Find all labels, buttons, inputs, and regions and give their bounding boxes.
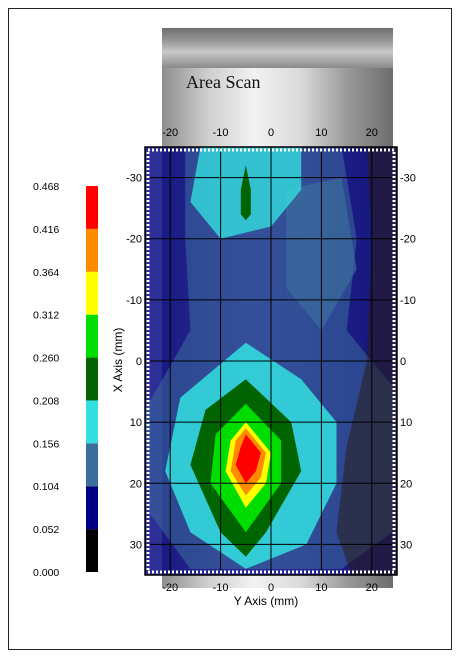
y-tick-label-left: 30 [130,539,142,551]
colorbar-label: 0.364 [33,267,59,279]
x-tick-label-bottom: -20 [162,582,178,594]
contour-band-10 [240,165,251,221]
colorbar-swatch [86,271,98,315]
y-tick-label-right: -30 [400,173,416,185]
colorbar-swatch [86,228,98,272]
y-tick-label-right: 10 [400,417,412,429]
x-tick-label-top: 20 [366,127,378,139]
colorbar-swatch [86,357,98,401]
x-tick-label-bottom: -10 [213,582,229,594]
colorbar-label: 0.208 [33,395,59,407]
y-tick-label-right: -20 [400,234,416,246]
y-tick-label-right: 30 [400,539,412,551]
colorbar-label: 0.104 [33,481,59,493]
colorbar-label: 0.156 [33,438,59,450]
colorbar-swatch [86,314,98,358]
y-tick-label-right: 20 [400,478,412,490]
y-tick-label-left: 10 [130,417,142,429]
y-axis-label: X Axis (mm) [111,328,125,393]
contour-band-9 [235,434,261,484]
colorbar-swatch [86,443,98,487]
colorbar-label: 0.000 [33,567,59,579]
x-tick-label-top: -10 [213,127,229,139]
y-tick-label-left: -30 [126,173,142,185]
x-tick-label-bottom: 20 [366,582,378,594]
colorbar-label: 0.468 [33,181,59,193]
y-tick-label-left: 20 [130,478,142,490]
x-tick-label-top: 10 [315,127,327,139]
x-tick-label-bottom: 0 [268,582,274,594]
y-tick-label-right: 0 [400,356,406,368]
colorbar-swatch [86,400,98,444]
colorbar-label: 0.416 [33,224,59,236]
plot-border [144,146,398,576]
x-tick-label-top: -20 [162,127,178,139]
colorbar-label: 0.260 [33,353,59,365]
colorbar-label: 0.052 [33,524,59,536]
colorbar-swatch [86,529,98,572]
chart-title: Area Scan [186,72,261,92]
x-tick-label-top: 0 [268,127,274,139]
phone-photo-top [162,28,393,68]
y-tick-label-left: -10 [126,295,142,307]
y-tick-label-left: -20 [126,234,142,246]
minor-tick-border [146,148,396,574]
x-tick-label-bottom: 10 [315,582,327,594]
dark-edge-region [336,147,397,575]
colorbar-swatch [86,186,98,229]
y-tick-label-right: -10 [400,295,416,307]
x-axis-label: Y Axis (mm) [234,594,298,608]
colorbar-swatch [86,486,98,530]
colorbar-label: 0.312 [33,310,59,322]
y-tick-label-left: 0 [136,356,142,368]
